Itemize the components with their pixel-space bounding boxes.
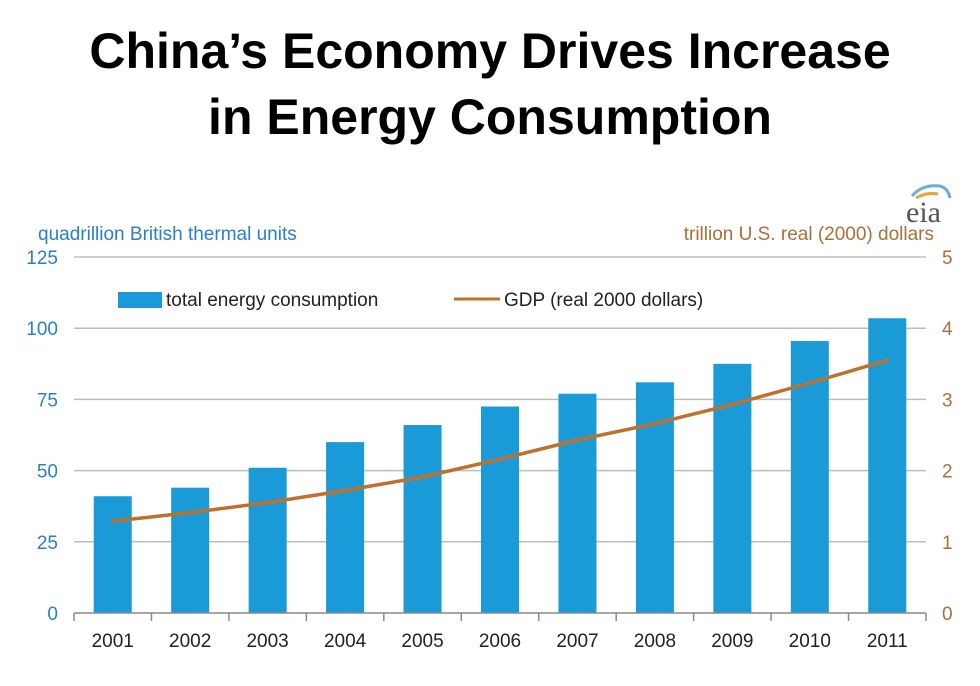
bar-2005 (403, 425, 442, 613)
x-tick-label-2005: 2005 (401, 631, 443, 652)
bar-2008 (635, 382, 674, 613)
x-tick-label-2003: 2003 (246, 631, 288, 652)
right-y-tick-label: 3 (942, 390, 953, 411)
left-y-tick-label: 25 (37, 533, 58, 554)
right-y-tick-label: 1 (942, 533, 953, 554)
right-y-tick-label: 5 (942, 248, 953, 269)
axes: 0 25 50 75 100 125 0 1 2 3 4 5 2001 2002 2003 2004 2005 2… (26, 248, 953, 652)
left-y-tick-label: 75 (37, 390, 58, 411)
left-y-tick-label: 0 (47, 604, 58, 625)
bar-2007 (558, 393, 597, 613)
x-tick-label-2007: 2007 (556, 631, 598, 652)
legend-bar-swatch (118, 292, 162, 308)
chart-title: China’s Economy Drives Increase in Energ… (0, 18, 980, 150)
gdp-point-2005 (420, 475, 425, 479)
bar-2001 (93, 496, 132, 613)
gdp-point-2011 (885, 358, 890, 363)
gdp-point-2008 (653, 421, 657, 426)
eia-logo-swoosh-icon (915, 192, 939, 200)
right-y-tick-label: 2 (942, 462, 953, 483)
gdp-point-2006 (498, 457, 502, 462)
gdp-point-2004 (343, 488, 347, 493)
gdp-point-2001 (110, 519, 115, 523)
bar-2002 (171, 487, 210, 613)
x-tick-label-2010: 2010 (789, 631, 831, 652)
x-tick-label-2001: 2001 (92, 631, 134, 652)
chart-title-line-1: China’s Economy Drives Increase (89, 23, 891, 79)
gdp-point-2010 (808, 381, 812, 385)
bar-2006 (481, 406, 519, 613)
legend: total energy consumption GDP (real 2000 … (118, 290, 703, 311)
x-tick-label-2011: 2011 (867, 631, 908, 652)
left-y-tick-label: 50 (37, 462, 58, 483)
chart-title-line-2: in Energy Consumption (208, 89, 772, 145)
legend-bar-label: total energy consumption (166, 290, 378, 311)
left-y-tick-label: 100 (26, 319, 58, 340)
x-tick-label-2004: 2004 (324, 631, 367, 652)
gdp-point-2003 (265, 500, 270, 505)
bar-series (93, 318, 907, 613)
right-axis-label: trillion U.S. real (2000) dollars (684, 224, 934, 245)
left-axis-label: quadrillion British thermal units (38, 224, 297, 245)
bar-2004 (326, 442, 365, 613)
x-tick-label-2009: 2009 (711, 631, 753, 652)
line-series (110, 358, 890, 523)
left-y-tick-label: 125 (26, 248, 58, 269)
legend-line-label: GDP (real 2000 dollars) (504, 290, 703, 311)
right-y-tick-label: 0 (942, 604, 953, 625)
eia-logo: eia (906, 184, 952, 229)
gdp-point-2009 (730, 402, 735, 407)
eia-logo-text: eia (906, 196, 941, 229)
gdp-point-2002 (188, 510, 192, 515)
bar-2011 (868, 318, 907, 613)
x-tick-label-2006: 2006 (479, 631, 521, 652)
gdp-point-2007 (575, 438, 580, 442)
eia-logo-icon (910, 184, 952, 199)
x-tick-label-2002: 2002 (169, 631, 211, 652)
bar-2003 (248, 467, 287, 613)
x-tick-label-2008: 2008 (634, 631, 676, 652)
right-y-tick-label: 4 (942, 319, 953, 340)
